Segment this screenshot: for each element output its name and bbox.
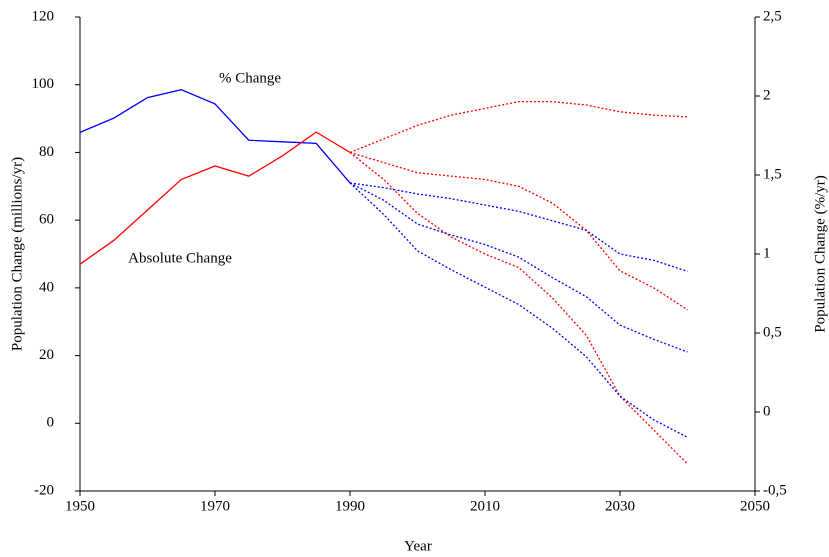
x-tick-label: 1950 [65, 498, 95, 514]
series-line [79, 88, 351, 184]
y2-tick-label: 0,5 [763, 324, 782, 340]
y2-tick-label: 2 [763, 87, 771, 103]
x-tick-label: 2030 [605, 498, 635, 514]
y-axis-title: Population Change (millions/yr) [9, 157, 25, 351]
y-tick-label: 60 [39, 212, 54, 228]
x-axis-title: Year [404, 538, 432, 554]
series-annotation: % Change [219, 70, 281, 86]
y-tick-label: 120 [32, 8, 55, 24]
x-tick-label: 1990 [335, 498, 365, 514]
y-tick-label: 80 [39, 144, 54, 160]
series-annotation: Absolute Change [128, 250, 232, 266]
y-tick-label: 20 [39, 347, 54, 363]
y-tick-label: 100 [32, 76, 55, 92]
series-line [349, 182, 688, 272]
y2-tick-label: 1,5 [763, 166, 782, 182]
series-line [79, 131, 351, 265]
series-line [349, 151, 688, 311]
x-tick-label: 2050 [740, 498, 770, 514]
y2-tick-label: 2,5 [763, 8, 782, 24]
x-tick-label: 2010 [470, 498, 500, 514]
y2-tick-label: 0 [763, 403, 771, 419]
x-tick-label: 1970 [200, 498, 230, 514]
y2-tick-label: 1 [763, 245, 771, 261]
y-tick-label: 0 [47, 415, 55, 431]
y-tick-label: -20 [34, 482, 54, 498]
series-line [349, 182, 688, 353]
y-tick-label: 40 [39, 279, 54, 295]
series-line [349, 151, 688, 465]
series-line [349, 100, 688, 154]
series-line [349, 182, 688, 438]
y2-axis-title: Population Change (%/yr) [812, 175, 828, 332]
y2-tick-label: -0,5 [763, 482, 787, 498]
